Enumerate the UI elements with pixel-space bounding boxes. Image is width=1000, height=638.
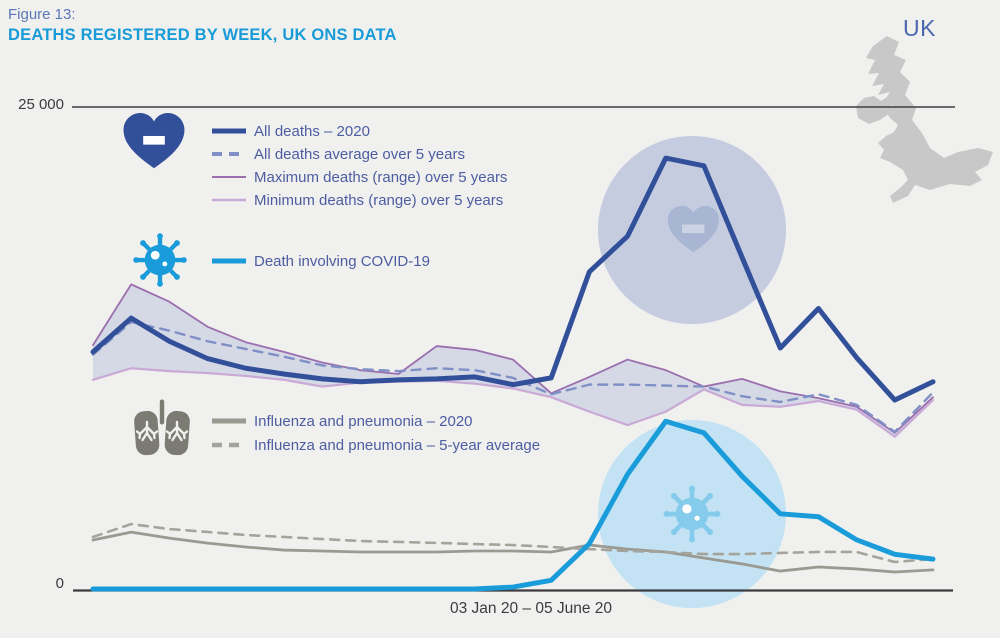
uk-map-northern-ireland [856,96,892,124]
virus-icon [132,232,188,288]
covid-swatch [212,258,246,264]
uk-map [856,36,993,203]
x-axis-range-label: 03 Jan 20 – 05 June 20 [450,600,613,617]
lungs-icon [134,399,190,456]
legend-row-influenza-2020: Influenza and pneumonia – 2020 [212,412,473,430]
legend-row-influenza-average: Influenza and pneumonia – 5-year average [212,436,540,454]
series-flu2020 [91,530,935,574]
series-max5 [92,283,934,434]
uk-map-label: UK [903,15,936,41]
legend-label: Death involving COVID-19 [254,252,430,270]
all-deaths-2020-swatch [212,128,246,134]
legend-row-maximum-deaths: Maximum deaths (range) over 5 years [212,168,507,186]
figure-label: Figure 13: [8,6,76,23]
decorations [598,136,786,608]
series-avg5 [91,320,935,434]
legend-row-minimum-deaths: Minimum deaths (range) over 5 years [212,191,503,209]
minimum-deaths-swatch [212,198,246,202]
legend-label: Influenza and pneumonia – 2020 [254,412,473,430]
legend-label: Maximum deaths (range) over 5 years [254,168,508,186]
legend-label: Influenza and pneumonia – 5-year average [254,436,541,454]
influenza-2020-swatch [212,418,246,424]
legend-label: All deaths – 2020 [254,122,370,140]
legend-row-all-deaths-2020: All deaths – 2020 [212,122,370,140]
y-axis-zero-label: 0 [55,575,64,592]
influenza-average-swatch [212,442,246,448]
virus-icon-decoration [664,486,721,543]
heart-icon [123,112,185,169]
page-title: DEATHS REGISTERED BY WEEK, UK ONS DATA [8,26,397,44]
maximum-deaths-swatch [212,176,246,178]
series-flu5yr [91,522,935,564]
y-axis-max-label: 25 000 [18,96,64,113]
series-min5 [91,367,935,438]
legend-label: All deaths average over 5 years [254,145,465,163]
legend-row-all-deaths-average: All deaths average over 5 years [212,145,465,163]
all-deaths-average-swatch [212,152,246,156]
heart-minus-bar-decoration [682,224,705,233]
legend-label: Minimum deaths (range) over 5 years [254,191,504,209]
uk-map-great-britain [866,36,993,203]
legend-row-covid: Death involving COVID-19 [212,252,430,270]
series-covid [90,418,936,592]
series-all2020 [90,155,936,403]
series-layer [90,155,936,592]
